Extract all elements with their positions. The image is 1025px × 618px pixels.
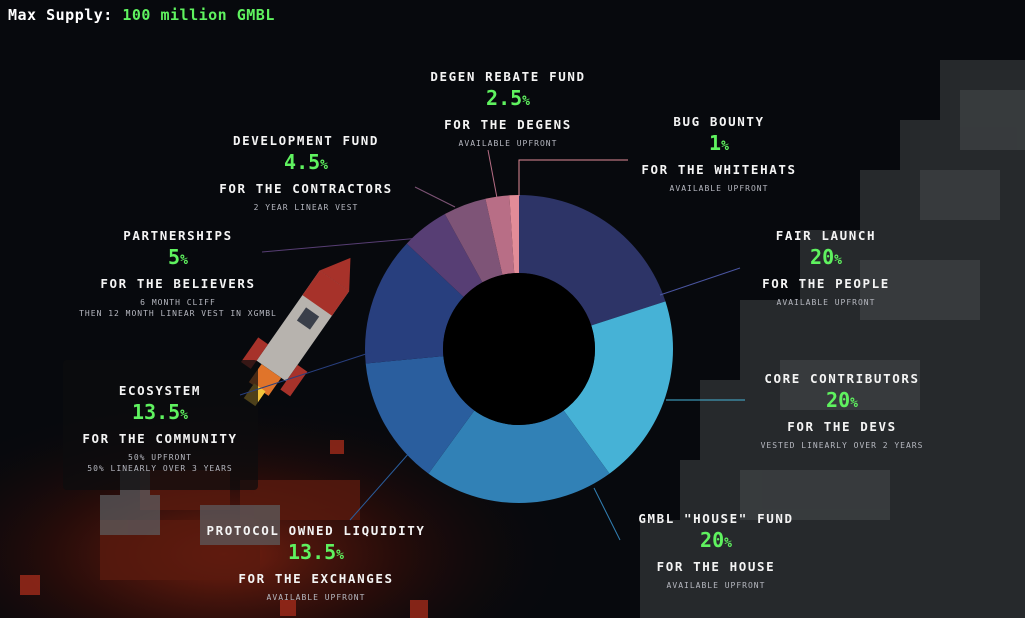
allocation-purpose: FOR THE EXCHANGES xyxy=(238,571,394,586)
allocation-name: FAIR LAUNCH xyxy=(775,228,877,243)
vesting-note-line: AVAILABLE UPFRONT xyxy=(458,139,558,148)
allocation-percent: 2.5% xyxy=(430,86,585,114)
allocation-purpose: FOR THE BELIEVERS xyxy=(100,276,256,291)
vesting-note-line: VESTED LINEARLY OVER 2 YEARS xyxy=(760,441,924,450)
percent-sign: % xyxy=(724,536,732,551)
slice-partnerships xyxy=(406,214,483,297)
allocation-vesting-note: AVAILABLE UPFRONT xyxy=(641,183,796,194)
allocation-label: FAIR LAUNCH 20% FOR THE PEOPLE AVAILABLE UP… xyxy=(762,228,890,308)
leader-line xyxy=(349,451,411,521)
allocation-name: PARTNERSHIPS xyxy=(123,228,233,243)
vesting-note-line: 50% LINEARLY OVER 3 YEARS xyxy=(87,464,233,473)
max-supply-header: Max Supply: 100 million GMBL xyxy=(8,6,275,24)
percent-sign: % xyxy=(721,139,729,154)
allocation-label: DEGEN REBATE FUND 2.5% FOR THE DEGENS AVAIL… xyxy=(430,69,585,149)
vesting-note-line: 50% UPFRONT xyxy=(128,453,192,462)
allocation-percent: 20% xyxy=(638,528,793,556)
vesting-note-line: AVAILABLE UPFRONT xyxy=(776,298,876,307)
percent-value: 4.5 xyxy=(284,150,321,174)
slice-fair-launch xyxy=(519,195,666,326)
allocation-label: ECOSYSTEM 13.5% FOR THE COMMUNITY 50% UPFRO… xyxy=(82,383,237,474)
percent-sign: % xyxy=(180,253,188,268)
allocation-purpose: FOR THE WHITEHATS xyxy=(641,162,797,177)
percent-value: 20 xyxy=(700,528,725,552)
leader-line xyxy=(239,351,373,396)
allocation-vesting-note: 2 YEAR LINEAR VEST xyxy=(219,202,392,213)
percent-value: 13.5 xyxy=(131,400,181,424)
percent-sign: % xyxy=(834,253,842,268)
max-supply-label: Max Supply: xyxy=(8,6,113,24)
allocation-label: BUG BOUNTY 1% FOR THE WHITEHATS AVAILABLE U… xyxy=(641,114,796,194)
slice-bug-bounty xyxy=(509,195,519,274)
percent-sign: % xyxy=(522,94,530,109)
vesting-note-line: THEN 12 MONTH LINEAR VEST IN XGMBL xyxy=(79,309,277,318)
allocation-purpose: FOR THE DEVS xyxy=(787,419,897,434)
leader-line xyxy=(414,186,456,208)
allocation-name: BUG BOUNTY xyxy=(673,114,765,129)
allocation-percent: 1% xyxy=(641,131,796,159)
percent-value: 20 xyxy=(810,245,835,269)
allocation-vesting-note: AVAILABLE UPFRONT xyxy=(762,297,890,308)
slice-core-contributors xyxy=(563,301,673,474)
donut-hole xyxy=(443,273,595,425)
allocation-vesting-note: VESTED LINEARLY OVER 2 YEARS xyxy=(761,440,924,451)
allocation-vesting-note: AVAILABLE UPFRONT xyxy=(430,138,585,149)
leader-line xyxy=(261,237,421,253)
allocation-label: PARTNERSHIPS 5% FOR THE BELIEVERS 6 MONTH C… xyxy=(79,228,277,319)
allocation-purpose: FOR THE CONTRACTORS xyxy=(219,181,393,196)
percent-sign: % xyxy=(180,408,188,423)
vesting-note-line: AVAILABLE UPFRONT xyxy=(669,184,769,193)
max-supply-value: 100 million GMBL xyxy=(122,6,275,24)
percent-sign: % xyxy=(320,158,328,173)
ecosystem-label-backdrop xyxy=(63,360,258,490)
allocation-label: DEVELOPMENT FUND 4.5% FOR THE CONTRACTORS 2… xyxy=(219,133,392,213)
slice-gmbl-house-fund xyxy=(428,410,610,503)
allocation-percent: 13.5% xyxy=(82,400,237,428)
allocation-label: GMBL "HOUSE" FUND 20% FOR THE HOUSE AVAILAB… xyxy=(638,511,793,591)
leader-line xyxy=(659,267,741,296)
slice-protocol-owned-liquidity xyxy=(365,356,475,474)
vesting-note-line: AVAILABLE UPFRONT xyxy=(666,581,766,590)
percent-value: 2.5 xyxy=(486,86,523,110)
allocation-purpose: FOR THE DEGENS xyxy=(444,117,572,132)
vesting-note-line: 6 MONTH CLIFF xyxy=(140,298,216,307)
allocation-vesting-note: AVAILABLE UPFRONT xyxy=(206,592,425,603)
percent-sign: % xyxy=(850,396,858,411)
allocation-name: GMBL "HOUSE" FUND xyxy=(638,511,794,526)
allocation-name: DEVELOPMENT FUND xyxy=(232,133,380,148)
percent-sign: % xyxy=(336,548,344,563)
allocation-purpose: FOR THE PEOPLE xyxy=(762,276,890,291)
leader-line xyxy=(518,159,628,196)
allocation-purpose: FOR THE COMMUNITY xyxy=(82,431,238,446)
allocation-purpose: FOR THE HOUSE xyxy=(656,559,776,574)
allocation-label: PROTOCOL OWNED LIQUIDITY 13.5% FOR THE EXC… xyxy=(206,523,425,603)
leader-line xyxy=(487,149,498,199)
percent-value: 1 xyxy=(709,131,722,155)
vesting-note-line: 2 YEAR LINEAR VEST xyxy=(253,203,359,212)
allocation-percent: 13.5% xyxy=(206,540,425,568)
allocation-percent: 20% xyxy=(761,388,924,416)
allocation-percent: 20% xyxy=(762,245,890,273)
allocation-label: CORE CONTRIBUTORS 20% FOR THE DEVS VESTED L… xyxy=(761,371,924,451)
allocation-name: ECOSYSTEM xyxy=(118,383,202,398)
allocation-vesting-note: AVAILABLE UPFRONT xyxy=(638,580,793,591)
slice-degen-rebate-fund xyxy=(485,195,515,275)
percent-value: 5 xyxy=(168,245,181,269)
allocation-vesting-note: 50% UPFRONT 50% LINEARLY OVER 3 YEARS xyxy=(82,452,237,474)
percent-value: 13.5 xyxy=(287,540,337,564)
vesting-note-line: AVAILABLE UPFRONT xyxy=(266,593,366,602)
allocation-name: CORE CONTRIBUTORS xyxy=(764,371,920,386)
allocation-percent: 5% xyxy=(79,245,277,273)
leader-line xyxy=(593,487,621,541)
slice-ecosystem xyxy=(365,243,464,364)
allocation-percent: 4.5% xyxy=(219,150,392,178)
slice-development-fund xyxy=(444,198,503,283)
percent-value: 20 xyxy=(826,388,851,412)
allocation-name: DEGEN REBATE FUND xyxy=(430,69,586,84)
allocation-vesting-note: 6 MONTH CLIFF THEN 12 MONTH LINEAR VEST I… xyxy=(79,297,277,319)
allocation-name: PROTOCOL OWNED LIQUIDITY xyxy=(206,523,426,538)
